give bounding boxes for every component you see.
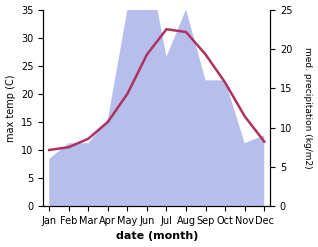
X-axis label: date (month): date (month) — [115, 231, 198, 242]
Y-axis label: med. precipitation (kg/m2): med. precipitation (kg/m2) — [303, 47, 313, 169]
Y-axis label: max temp (C): max temp (C) — [5, 74, 16, 142]
